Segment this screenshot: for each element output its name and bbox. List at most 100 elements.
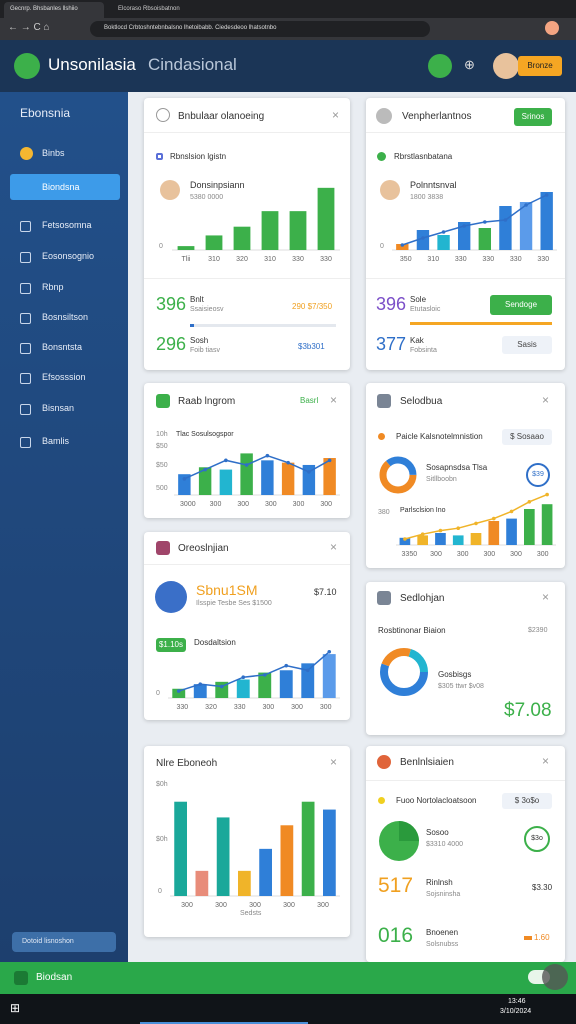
x-tick-label: 330 bbox=[320, 256, 332, 263]
url[interactable]: Boktlocd Crbtoshntebnbalsno lhetoibabb. … bbox=[90, 21, 430, 37]
card-title: Venpherlantnos bbox=[402, 111, 472, 122]
x-tick-label: 3000 bbox=[180, 501, 196, 508]
big-sub: Ilsspie Tesbe Ses $1500 bbox=[196, 600, 272, 607]
close[interactable]: × bbox=[332, 108, 340, 122]
line bbox=[402, 194, 548, 246]
nav-item[interactable]: Binbs bbox=[42, 148, 65, 158]
card-title: Selodbua bbox=[400, 396, 443, 407]
bar bbox=[261, 460, 274, 495]
button[interactable]: Sendoge bbox=[490, 295, 552, 315]
bar bbox=[322, 654, 336, 698]
close[interactable]: × bbox=[542, 393, 550, 407]
sidebar-heading: Ebonsnia bbox=[20, 106, 71, 120]
icon bbox=[20, 283, 31, 294]
sub: Paicle Kalsnotelmnistion bbox=[396, 432, 483, 441]
bar bbox=[233, 226, 251, 250]
close[interactable]: × bbox=[330, 755, 338, 769]
label-sub: $3310 4000 bbox=[426, 841, 463, 848]
axis-label: 500 bbox=[156, 485, 168, 492]
point bbox=[421, 236, 425, 240]
inner-title: Parlsclsion Ino bbox=[400, 507, 446, 514]
icon bbox=[156, 153, 163, 160]
bar bbox=[396, 244, 409, 250]
big-value: $7.08 bbox=[504, 700, 552, 721]
bar bbox=[216, 817, 230, 896]
stat: 377 bbox=[376, 334, 407, 354]
card: Benlnlsiaien × Fuoo Nortolacloatsoon $ 3… bbox=[366, 746, 565, 962]
tag[interactable]: $ Sosaao bbox=[502, 429, 552, 445]
chart: 300 300 300 300 300 bbox=[170, 801, 340, 909]
inner-title: Tlac Sosulsogspor bbox=[176, 431, 234, 438]
close[interactable]: × bbox=[542, 590, 550, 604]
nav-item[interactable]: Bisnsan bbox=[42, 403, 75, 413]
label-sub: $305 ttwr $v08 bbox=[438, 683, 484, 690]
close[interactable]: × bbox=[330, 540, 338, 554]
x-tick-label: 300 bbox=[510, 551, 522, 558]
label: Sosoo bbox=[426, 828, 449, 837]
axis-label: $0h bbox=[156, 836, 168, 843]
bar bbox=[435, 533, 446, 545]
action-button[interactable] bbox=[428, 54, 452, 78]
avatar[interactable] bbox=[493, 53, 519, 79]
nav-item[interactable]: Rbnp bbox=[42, 282, 64, 292]
nav-item[interactable]: Fetsosomna bbox=[42, 220, 92, 230]
x-tick-label: 300 bbox=[262, 704, 274, 711]
nav-buttons[interactable]: ← → C ⌂ bbox=[8, 22, 50, 33]
nav-item[interactable]: Bamlis bbox=[42, 436, 70, 446]
close[interactable]: × bbox=[330, 393, 338, 407]
nav-item[interactable]: Efsosssion bbox=[42, 372, 86, 382]
point bbox=[420, 532, 425, 536]
axis-title: Sedsts bbox=[240, 910, 262, 917]
sub: Rosbtinonar Biaion bbox=[378, 626, 446, 635]
progress bbox=[190, 324, 336, 327]
nav-item[interactable]: Eosonsognio bbox=[42, 251, 95, 261]
point bbox=[284, 663, 289, 668]
bar bbox=[323, 809, 336, 896]
button[interactable]: Sasis bbox=[502, 336, 552, 354]
stat-sub: Etutasloic bbox=[410, 306, 441, 313]
card: Nlre Eboneoh × $0h $0h 0 300 300 300 300 300… bbox=[144, 746, 350, 937]
card-title: Raab lngrom bbox=[178, 396, 236, 407]
divider bbox=[366, 780, 565, 781]
tab[interactable]: Elcoraso Rbsoisbatnon bbox=[118, 6, 180, 12]
fab[interactable] bbox=[542, 964, 568, 990]
start[interactable]: ⊞ bbox=[10, 1001, 21, 1015]
nav-active[interactable] bbox=[10, 174, 120, 200]
stat: 396 bbox=[156, 294, 187, 314]
card: Oreoslnjian × Sbnu1SM Ilsspie Tesbe Ses … bbox=[144, 532, 350, 720]
bar bbox=[452, 535, 464, 545]
x-tick-label: 300 bbox=[430, 551, 442, 558]
label: Sosapnsdsa Tlsa bbox=[426, 463, 488, 472]
bar bbox=[258, 672, 272, 698]
tag[interactable]: $ 3o$o bbox=[502, 793, 552, 809]
bar bbox=[236, 679, 250, 698]
icon bbox=[20, 373, 31, 384]
divider bbox=[144, 564, 350, 565]
label-sub: Sitllboobn bbox=[426, 476, 457, 483]
profile[interactable] bbox=[545, 21, 559, 35]
bar bbox=[458, 222, 471, 250]
avatar bbox=[380, 180, 400, 200]
nav-item[interactable]: Bosnsiltson bbox=[42, 312, 89, 322]
point bbox=[400, 243, 405, 247]
card-button[interactable]: Srinos bbox=[514, 108, 552, 126]
bar bbox=[499, 206, 512, 250]
nav-item[interactable]: Bonsntsta bbox=[42, 342, 83, 352]
sidebar-button[interactable]: Dotoid lisnoshon bbox=[12, 932, 116, 952]
nav-item[interactable]: Biondsna bbox=[42, 182, 80, 192]
header-button[interactable]: Bronze bbox=[518, 56, 562, 76]
bar bbox=[280, 825, 294, 896]
globe-icon[interactable]: ⊕ bbox=[464, 57, 475, 72]
stat-sub: Fobsinta bbox=[410, 347, 437, 354]
bar bbox=[219, 469, 233, 495]
stat-label: Sosh bbox=[190, 336, 209, 345]
divider bbox=[144, 278, 350, 279]
x-tick-label: 330 bbox=[176, 704, 188, 711]
tab[interactable]: Gecnrp. Bhsbanles llshiio bbox=[4, 2, 104, 18]
icon bbox=[20, 221, 31, 232]
line bbox=[178, 651, 330, 692]
x-tick-label: 310 bbox=[427, 256, 439, 263]
close[interactable]: × bbox=[542, 754, 550, 768]
stat-label: Sole bbox=[410, 295, 427, 304]
